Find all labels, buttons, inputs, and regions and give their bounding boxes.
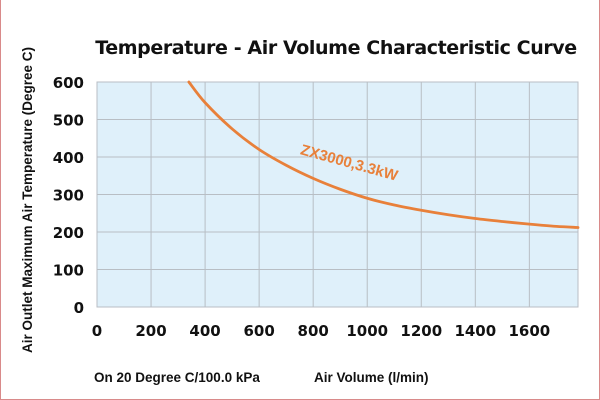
y-tick-label: 400 [53,149,84,167]
chart-title: Temperature - Air Volume Characteristic … [95,37,577,59]
x-tick-label: 800 [298,322,329,340]
y-tick-label: 600 [53,74,84,92]
y-tick-label: 100 [53,262,84,280]
condition-note: On 20 Degree C/100.0 kPa [94,370,260,385]
x-tick-label: 1600 [508,322,550,340]
x-axis-ticks: 0 200 400 600 800 1000 1200 1400 1600 [92,322,550,340]
grid [97,82,578,307]
x-axis-label: Air Volume (l/min) [314,370,429,385]
x-tick-label: 600 [243,322,274,340]
y-axis-label: Air Outlet Maximum Air Temperature (Degr… [20,47,35,353]
x-tick-label: 1400 [454,322,496,340]
x-tick-label: 1200 [400,322,442,340]
x-tick-label: 400 [189,322,220,340]
y-tick-label: 0 [74,299,84,317]
x-tick-label: 200 [135,322,166,340]
y-tick-label: 200 [53,224,84,242]
y-tick-label: 300 [53,187,84,205]
series-line-0 [187,80,580,229]
x-tick-label: 1000 [346,322,388,340]
y-tick-label: 500 [53,112,84,130]
x-tick-label: 0 [92,322,102,340]
y-axis-ticks: 0 100 200 300 400 500 600 [53,74,84,317]
